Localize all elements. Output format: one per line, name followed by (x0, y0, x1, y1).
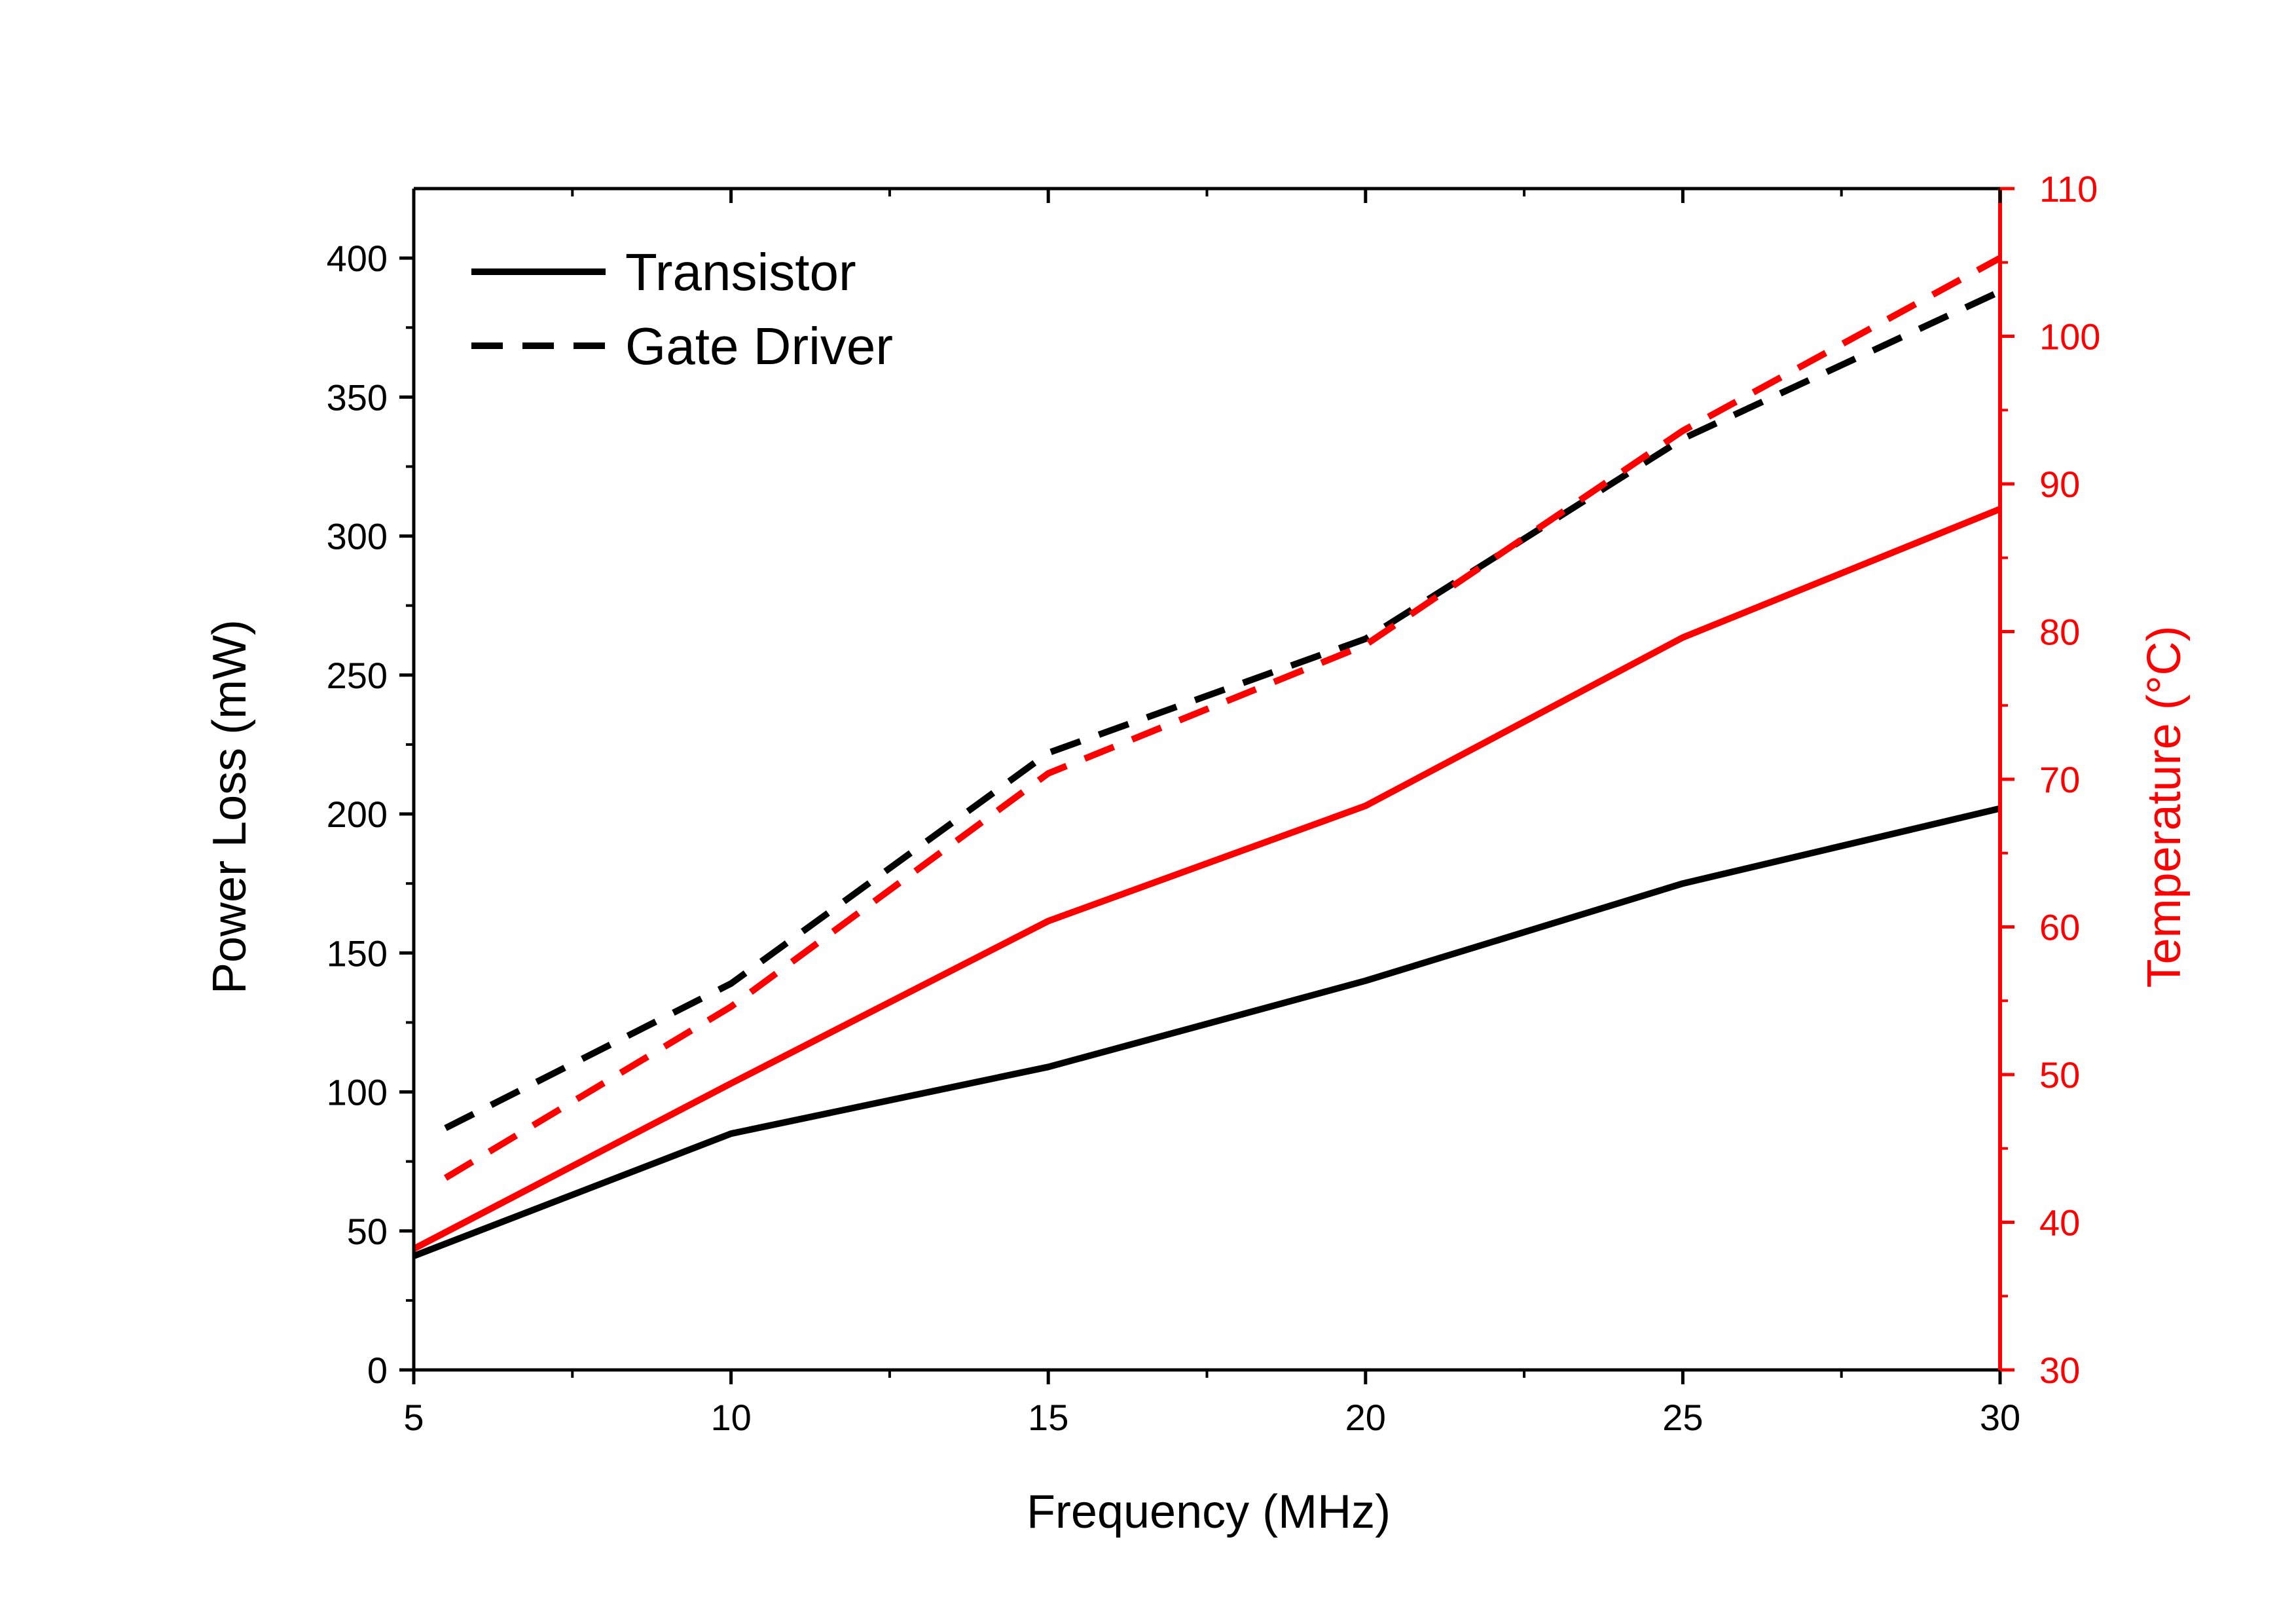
x-tick-label: 5 (403, 1397, 424, 1438)
legend: Transistor Gate Driver (471, 243, 893, 375)
series-line-gate-driver-temperature (443, 255, 2002, 1181)
y-left-tick-label: 300 (327, 516, 388, 557)
y-right-tick-label: 50 (2039, 1054, 2080, 1096)
x-tick-label: 25 (1662, 1397, 1703, 1438)
legend-label-transistor: Transistor (625, 243, 856, 301)
y-right-tick-label: 100 (2039, 316, 2100, 358)
y-left-tick-label: 0 (367, 1350, 388, 1391)
x-tick-label: 15 (1028, 1397, 1068, 1438)
y-left-tick-label: 350 (327, 377, 388, 418)
y-right-tick-label: 60 (2039, 907, 2080, 948)
y-axis-right-title: Temperature (°C) (2138, 626, 2191, 988)
y-left-tick-label: 250 (327, 655, 388, 696)
x-tick-label: 30 (1980, 1397, 2020, 1438)
y-left-tick-label: 200 (327, 794, 388, 835)
y-left-tick-label: 150 (327, 932, 388, 974)
legend-label-gate-driver: Gate Driver (625, 317, 893, 375)
x-tick-label: 20 (1345, 1397, 1386, 1438)
y-left-tick-label: 50 (347, 1211, 388, 1252)
y-left-tick-label: 400 (327, 238, 388, 279)
series-layer (412, 255, 2002, 1259)
ticks-layer: 5 10 15 20 25 3005010015020025030035040030405… (327, 168, 2101, 1438)
x-tick-label: 10 (710, 1397, 751, 1438)
y-right-tick-label: 80 (2039, 612, 2080, 653)
y-right-tick-label: 40 (2039, 1202, 2080, 1244)
y-right-tick-label: 110 (2039, 168, 2098, 210)
y-right-tick-label: 70 (2039, 759, 2080, 800)
series-line-transistor-temperature (412, 506, 2001, 1252)
series-line-gate-driver-power-loss (444, 288, 2002, 1132)
x-axis-title: Frequency (MHz) (1027, 1486, 1391, 1538)
y-right-tick-label: 30 (2039, 1350, 2080, 1391)
y-left-tick-label: 100 (327, 1072, 388, 1113)
series-line-transistor-power-loss (412, 805, 2001, 1259)
y-axis-left-title: Power Loss (mW) (204, 619, 256, 994)
y-right-tick-label: 90 (2039, 464, 2080, 505)
